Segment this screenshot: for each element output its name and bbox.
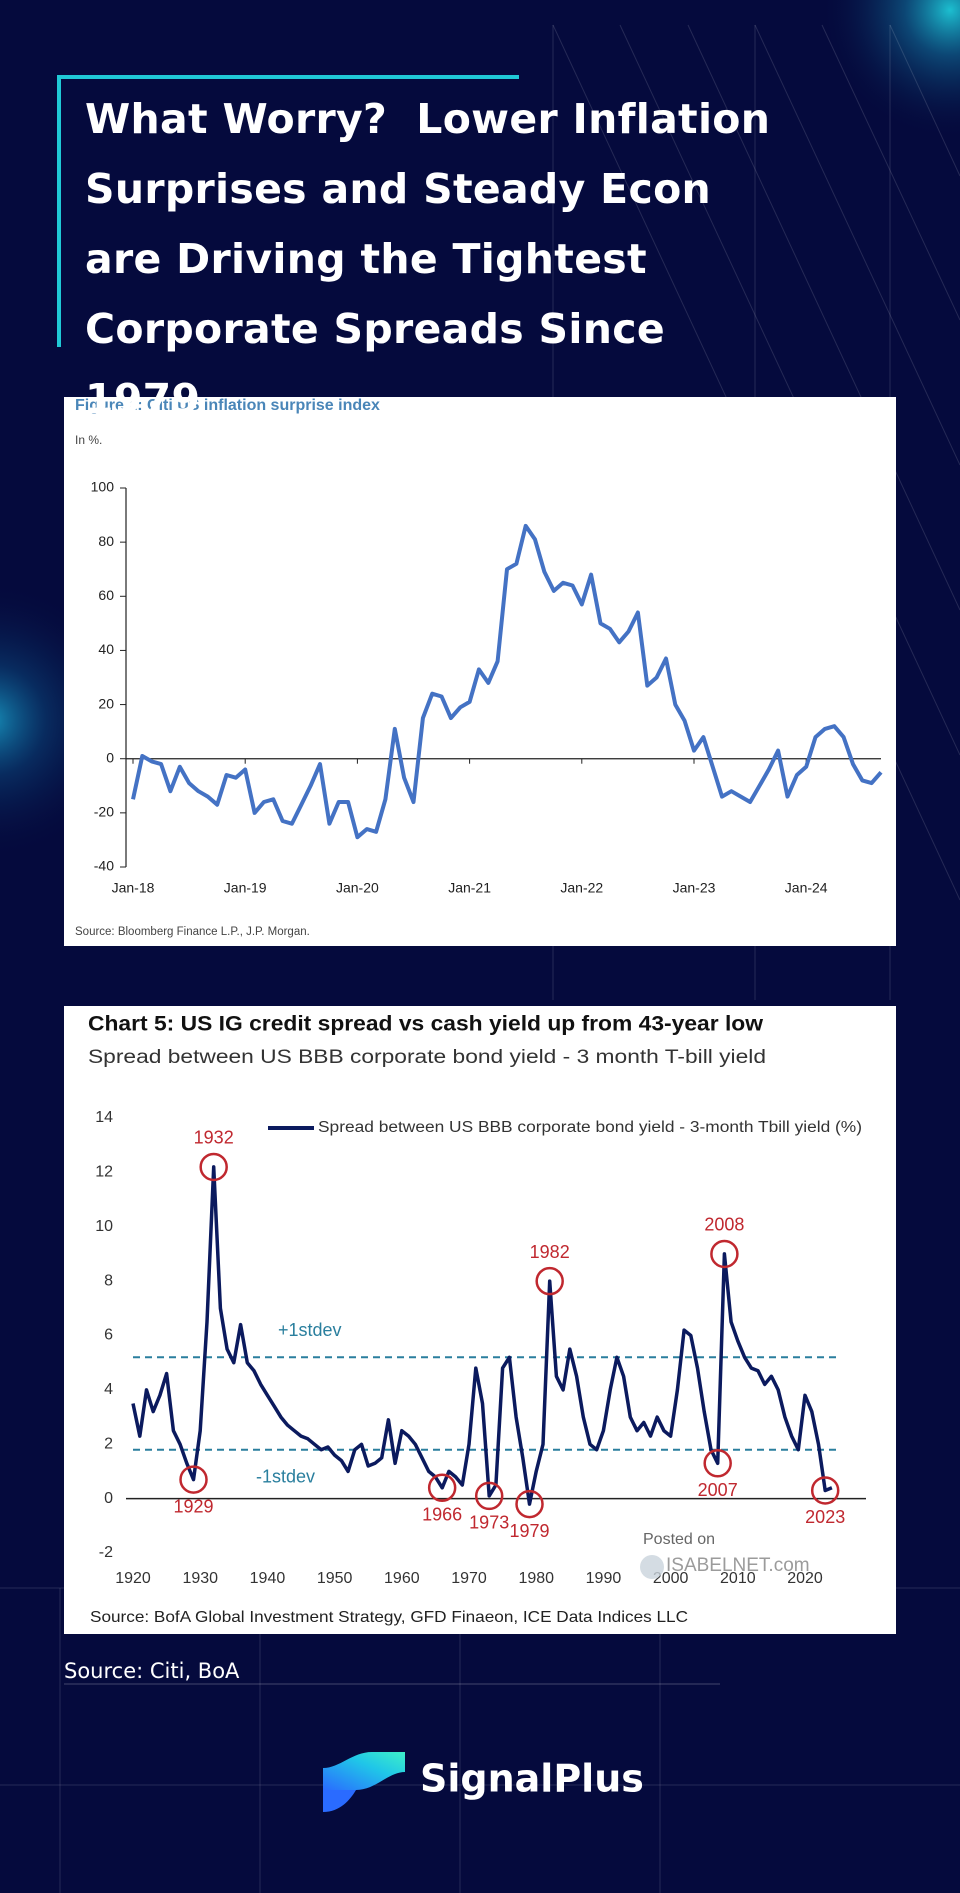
data-line — [131, 1165, 833, 1506]
y-tick-label: 80 — [98, 533, 114, 549]
x-tick-label: 1990 — [586, 1570, 622, 1587]
annotation-label: 1979 — [509, 1521, 549, 1541]
x-tick-label: Jan-19 — [224, 880, 267, 896]
annotation-circle — [427, 1473, 457, 1502]
y-tick-label: 4 — [104, 1381, 113, 1398]
y-tick-label: 12 — [95, 1164, 113, 1181]
brand-logo-icon — [323, 1752, 405, 1812]
x-tick-label: 2000 — [653, 1570, 689, 1587]
annotation-circle — [515, 1489, 544, 1519]
annotation-label: 1966 — [422, 1505, 462, 1525]
annotation-label: 1929 — [173, 1496, 213, 1516]
y-tick-label: -2 — [99, 1544, 113, 1561]
y-tick-label: 10 — [95, 1218, 113, 1235]
annotation-circle — [810, 1476, 840, 1505]
annotation-label: 2023 — [805, 1507, 845, 1527]
chart-panel — [64, 1006, 896, 1634]
x-tick-label: 1950 — [317, 1570, 353, 1587]
title-bracket — [57, 75, 519, 347]
y-tick-label: 6 — [104, 1327, 113, 1344]
annotation-circle — [474, 1481, 504, 1511]
x-tick-label: 2020 — [787, 1570, 823, 1587]
annotation-circle — [179, 1465, 208, 1494]
x-tick-label: Jan-20 — [336, 880, 379, 896]
annotation-label: 1932 — [194, 1128, 234, 1148]
x-tick-label: Jan-23 — [673, 880, 716, 896]
page-title: What Worry? Lower Inflation Surprises an… — [85, 95, 785, 423]
y-tick-label: -20 — [94, 804, 114, 820]
y-tick-label: -40 — [94, 858, 114, 874]
x-tick-label: Jan-21 — [448, 880, 491, 896]
annotation-circle — [710, 1239, 739, 1269]
annotation-label: 2007 — [698, 1480, 738, 1500]
chart-title: Chart 5: US IG credit spread vs cash yie… — [88, 1013, 764, 1036]
chart-source: Source: BofA Global Investment Strategy,… — [90, 1609, 688, 1626]
x-tick-label: 1940 — [250, 1570, 286, 1587]
y-tick-label: 60 — [98, 587, 114, 603]
x-tick-label: 1920 — [115, 1570, 151, 1587]
x-tick-label: 1980 — [518, 1570, 554, 1587]
y-tick-label: 8 — [104, 1272, 113, 1289]
y-tick-label: 100 — [91, 479, 115, 495]
y-tick-label: 40 — [98, 641, 114, 657]
y-tick-label: 0 — [104, 1490, 113, 1507]
y-tick-label: 2 — [104, 1435, 113, 1452]
y-tick-label: 20 — [98, 695, 114, 711]
footer-source: Source: Citi, BoA — [64, 1659, 240, 1683]
x-tick-label: Jan-24 — [785, 880, 828, 896]
x-tick-label: Jan-22 — [560, 880, 603, 896]
annotation-label: 2008 — [704, 1215, 744, 1235]
x-tick-label: 1930 — [182, 1570, 218, 1587]
x-tick-label: Jan-18 — [112, 880, 155, 896]
legend-label: Spread between US BBB corporate bond yie… — [318, 1119, 862, 1136]
chart-subtitle: In %. — [75, 433, 102, 447]
chart-subtitle: Spread between US BBB corporate bond yie… — [88, 1047, 766, 1068]
chart-source: Source: Bloomberg Finance L.P., J.P. Mor… — [75, 926, 310, 938]
y-tick-label: 0 — [106, 749, 114, 765]
brand-name: SignalPlus — [420, 1757, 644, 1801]
data-line — [131, 523, 883, 840]
x-tick-label: 1960 — [384, 1570, 420, 1587]
annotation-circle — [535, 1266, 564, 1296]
watermark: Posted on — [643, 1531, 715, 1548]
x-tick-label: 2010 — [720, 1570, 756, 1587]
y-tick-label: 14 — [95, 1109, 113, 1126]
x-tick-label: 1970 — [451, 1570, 487, 1587]
reference-label: -1stdev — [256, 1466, 315, 1486]
chart-title: Figure 2: Citi US inflation surprise ind… — [75, 397, 380, 414]
annotation-circle — [703, 1449, 732, 1478]
reference-label: +1stdev — [278, 1320, 342, 1340]
watermark-icon — [640, 1555, 664, 1579]
annotation-circle — [199, 1152, 228, 1182]
annotation-label: 1973 — [469, 1513, 509, 1533]
watermark: ISABELNET.com — [666, 1555, 810, 1576]
annotation-label: 1982 — [530, 1242, 570, 1262]
